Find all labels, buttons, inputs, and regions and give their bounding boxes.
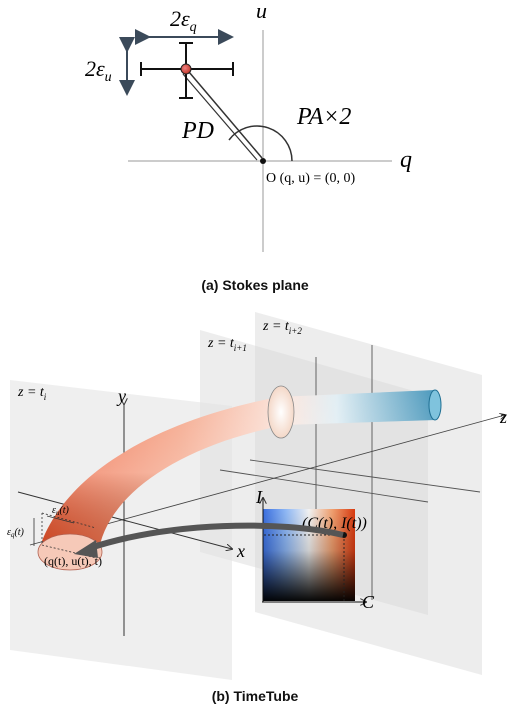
err-u-label: 2εu xyxy=(85,56,112,85)
pa-arc xyxy=(228,125,293,162)
origin-dot xyxy=(260,158,266,164)
err-q-label: 2εq xyxy=(170,6,197,35)
caption-b: (b) TimeTube xyxy=(212,688,299,704)
caption-a: (a) Stokes plane xyxy=(201,277,309,293)
x-axis-label: x xyxy=(236,541,245,561)
plane-ti2-label: z = ti+2 xyxy=(262,319,302,336)
tube-end-cap xyxy=(428,389,442,421)
eps-guide-2 xyxy=(41,544,97,559)
u-axis-label: u xyxy=(256,0,267,23)
plane-ti2-x-axis xyxy=(249,459,481,493)
eps-u-label: εu(t) xyxy=(52,505,70,517)
eps-q-label: εq(t) xyxy=(7,527,25,539)
x-axis-line xyxy=(17,491,232,549)
measurement-point xyxy=(180,63,192,75)
pd-line-outline xyxy=(182,73,258,161)
q-axis-label: q xyxy=(400,147,412,173)
z-axis-line xyxy=(29,415,505,546)
stokes-plane-panel: u q PA×2 PD O (q, u) = (0, 0) 2εq 2εu (a… xyxy=(85,0,412,293)
z-axis-label: z xyxy=(499,407,507,427)
pd-line xyxy=(188,71,263,159)
pd-label: PD xyxy=(181,118,214,144)
plane-ti1-label: z = ti+1 xyxy=(207,336,247,353)
tube-point-label: (q(t), u(t), t) xyxy=(44,554,102,568)
pa-label: PA×2 xyxy=(296,104,351,130)
origin-label: O (q, u) = (0, 0) xyxy=(266,171,355,186)
plane-ti-label: z = ti xyxy=(17,385,47,402)
tube-cross-section xyxy=(267,385,295,439)
colormap-C-label: C xyxy=(362,592,375,612)
colormap-I-label: I xyxy=(255,487,263,507)
timetube-panel: z = ti+2 z = ti+1 z = ti z y x εu(t) εq(… xyxy=(7,312,507,704)
y-axis-label: y xyxy=(116,386,126,406)
color-mapping-arrow xyxy=(89,522,344,551)
plane-ti1-x-axis xyxy=(219,469,429,503)
color-mapping-arrowhead xyxy=(74,540,98,558)
eps-guide-1 xyxy=(41,512,97,529)
eps-u-bracket xyxy=(46,515,75,524)
